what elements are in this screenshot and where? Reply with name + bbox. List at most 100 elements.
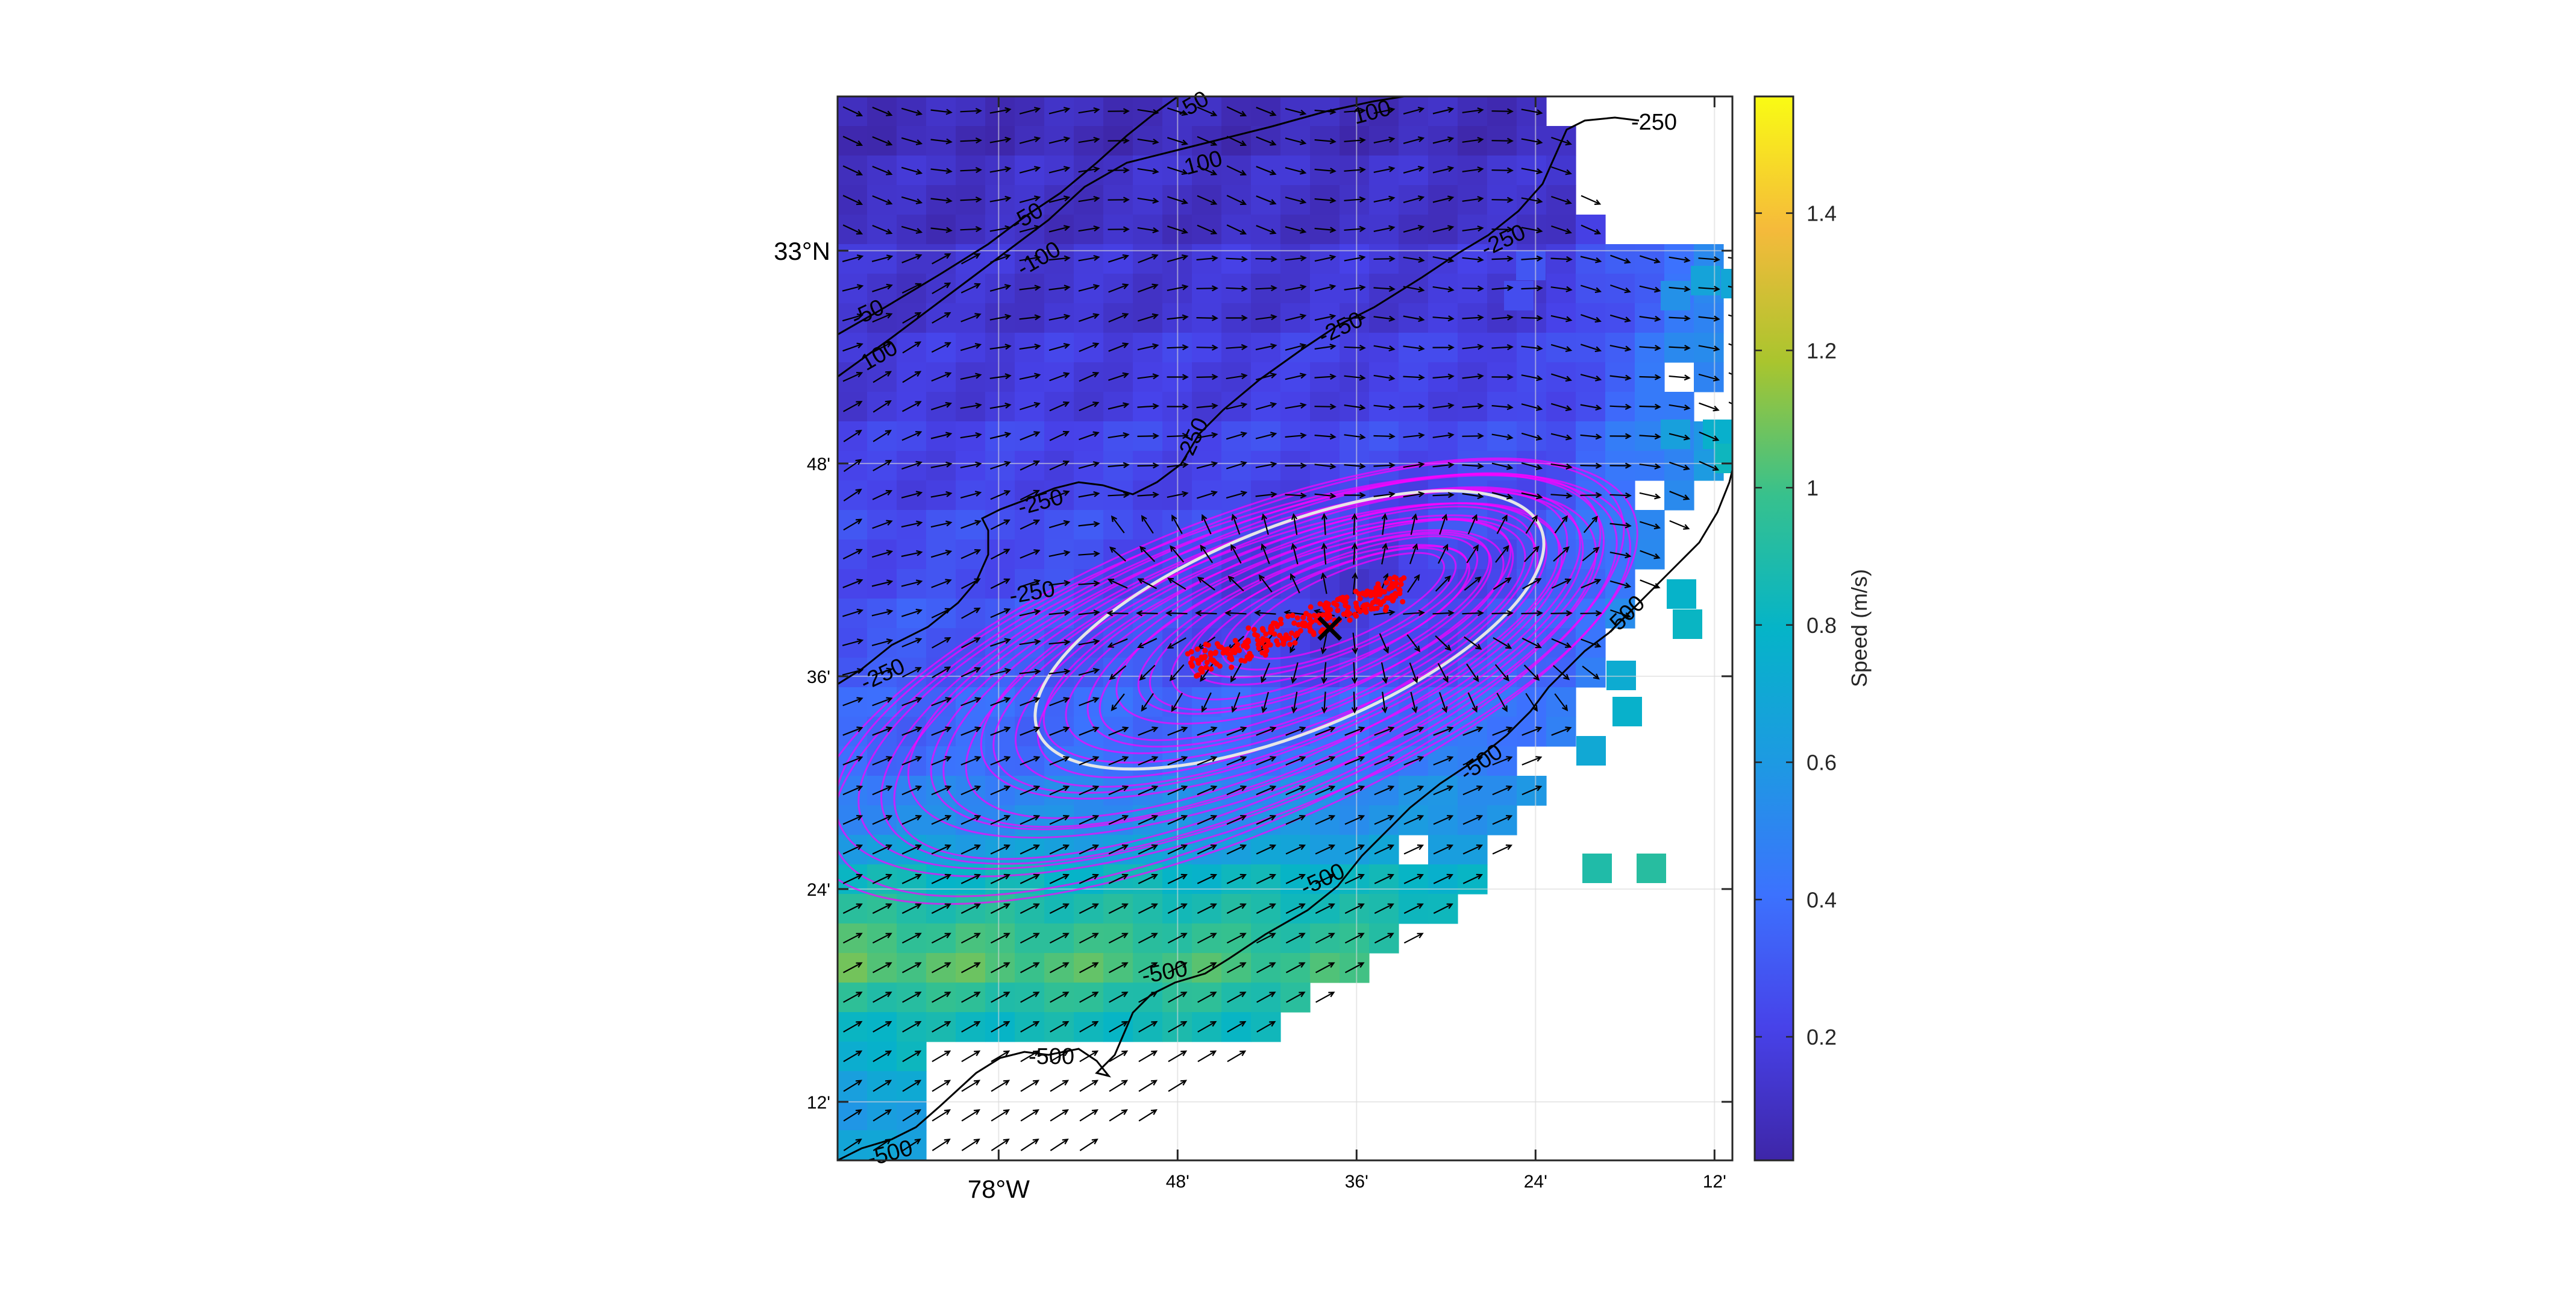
current-arrow — [989, 107, 1012, 114]
current-arrow — [1462, 844, 1484, 855]
uncertainty-ellipse — [880, 473, 1605, 865]
current-arrow — [1020, 1138, 1039, 1151]
current-arrow — [1020, 756, 1041, 766]
current-arrow — [1108, 108, 1130, 115]
current-arrow — [1020, 549, 1041, 559]
uncertainty-ellipse — [1242, 552, 1446, 660]
current-arrow — [1255, 461, 1277, 468]
current-arrow — [989, 373, 1012, 380]
current-arrow — [1491, 610, 1514, 617]
current-arrow — [961, 962, 981, 974]
current-arrow — [1344, 815, 1365, 825]
current-arrow — [961, 1109, 980, 1122]
particle — [1355, 606, 1361, 612]
current-arrow — [1171, 514, 1183, 534]
current-arrow — [901, 726, 923, 736]
current-arrow — [1285, 962, 1306, 974]
current-arrow — [1314, 284, 1337, 292]
current-arrow — [902, 1080, 922, 1092]
particle — [1344, 594, 1350, 600]
current-arrow — [1373, 256, 1396, 262]
current-arrow — [901, 933, 922, 944]
current-arrow — [1373, 225, 1396, 232]
current-arrow — [1551, 578, 1572, 589]
current-arrow — [1137, 227, 1159, 233]
current-arrow — [1108, 226, 1130, 233]
current-arrow — [1344, 225, 1366, 232]
current-arrow — [1432, 462, 1455, 468]
current-arrow — [1639, 463, 1661, 470]
current-arrow — [1439, 514, 1448, 535]
current-arrow — [843, 1050, 863, 1063]
current-arrow — [1079, 401, 1100, 412]
current-arrow — [991, 1021, 1011, 1033]
x-tick-label: 48' — [1166, 1172, 1189, 1192]
current-arrow — [1639, 285, 1661, 293]
current-arrow — [843, 429, 862, 442]
current-arrow — [843, 459, 862, 473]
current-arrow — [1256, 785, 1277, 796]
particle — [1311, 632, 1317, 637]
current-arrow — [1403, 609, 1425, 616]
current-arrow — [990, 490, 1011, 500]
current-arrow — [1491, 314, 1514, 321]
current-arrow — [1226, 785, 1247, 796]
current-arrow — [1314, 463, 1337, 470]
particle — [1208, 666, 1214, 672]
current-arrow — [1321, 513, 1327, 535]
current-arrow — [1493, 637, 1512, 649]
current-arrow — [1409, 662, 1418, 684]
current-arrow — [1050, 1080, 1070, 1092]
current-arrow — [1609, 345, 1632, 352]
current-arrow — [1403, 726, 1424, 736]
current-arrow — [1079, 903, 1099, 914]
current-arrow — [901, 550, 923, 558]
current-arrow — [1462, 492, 1484, 499]
current-arrow — [1049, 756, 1070, 766]
current-arrow — [1226, 195, 1247, 206]
current-arrow — [1020, 697, 1041, 706]
particle — [1373, 593, 1379, 599]
current-arrow — [1256, 873, 1276, 884]
current-arrow — [1108, 254, 1130, 263]
current-arrow — [1167, 166, 1189, 175]
uncertainty-ellipse — [1086, 518, 1514, 748]
current-arrow — [1168, 1080, 1188, 1092]
current-arrow — [930, 432, 953, 439]
current-arrow — [931, 372, 952, 382]
current-arrow — [1108, 933, 1129, 944]
current-arrow — [1410, 513, 1418, 535]
particle — [1343, 599, 1349, 605]
current-arrow — [1108, 167, 1130, 174]
speed-cell — [1582, 854, 1612, 883]
current-arrow — [1381, 691, 1388, 714]
current-arrow — [873, 430, 892, 442]
current-arrow — [1137, 403, 1159, 409]
current-arrow — [873, 992, 892, 1003]
particle — [1300, 614, 1306, 620]
current-arrow — [1639, 433, 1661, 440]
current-arrow — [1019, 668, 1041, 675]
current-arrow — [902, 992, 922, 1003]
current-arrow — [1432, 609, 1455, 617]
speed-cell — [1516, 251, 1546, 280]
current-arrow — [930, 109, 953, 115]
uncertainty-ellipse — [1170, 535, 1479, 700]
current-arrow — [901, 638, 923, 648]
current-arrow — [1167, 254, 1189, 263]
particle — [1260, 637, 1266, 643]
current-arrow — [930, 138, 953, 145]
current-arrow — [1108, 342, 1129, 352]
current-arrow — [1462, 256, 1484, 263]
current-arrow — [1285, 343, 1307, 351]
current-arrow — [1255, 285, 1277, 292]
particle — [1247, 656, 1253, 662]
current-arrow — [1286, 992, 1306, 1003]
current-arrow — [1524, 546, 1540, 562]
current-arrow — [1197, 785, 1218, 796]
current-arrow — [1048, 313, 1071, 321]
current-arrow — [1138, 254, 1159, 263]
current-arrow — [1315, 962, 1335, 974]
current-arrow — [1291, 513, 1298, 535]
current-arrow — [1048, 136, 1071, 144]
